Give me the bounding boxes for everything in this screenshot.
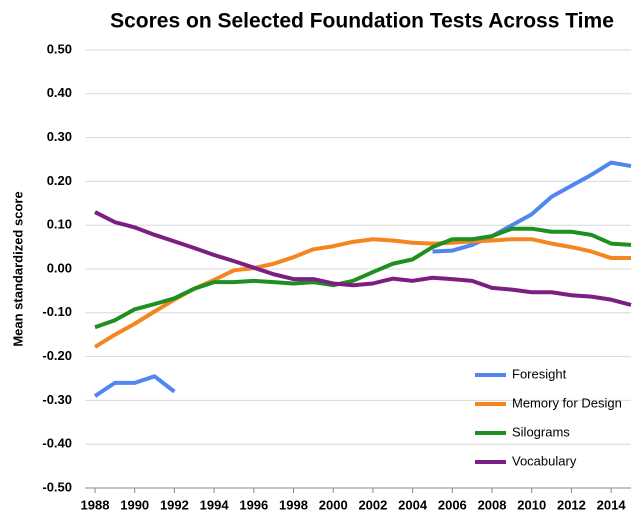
x-tick-label: 2014 [597, 497, 627, 512]
x-tick-label: 2006 [438, 497, 467, 512]
x-tick-label: 2010 [517, 497, 546, 512]
x-tick-label: 2000 [319, 497, 348, 512]
legend-label: Foresight [512, 366, 567, 381]
y-tick-label: -0.30 [42, 392, 72, 407]
legend-label: Memory for Design [512, 395, 622, 410]
legend-label: Silograms [512, 424, 570, 439]
x-tick-label: 2002 [358, 497, 387, 512]
y-tick-label: 0.10 [47, 217, 72, 232]
y-tick-label: -0.20 [42, 348, 72, 363]
y-tick-label: 0.40 [47, 85, 72, 100]
series-line [94, 210, 632, 307]
y-axis-label: Mean standardized score [10, 191, 25, 346]
y-tick-label: -0.50 [42, 479, 72, 494]
y-tick-label: 0.30 [47, 129, 72, 144]
x-tick-label: 1990 [120, 497, 149, 512]
x-tick-label: 1996 [239, 497, 268, 512]
y-tick-label: -0.10 [42, 304, 72, 319]
chart-title: Scores on Selected Foundation Tests Acro… [110, 10, 614, 33]
y-tick-label: 0.00 [47, 260, 72, 275]
series-line [94, 226, 632, 330]
x-tick-label: 2012 [557, 497, 586, 512]
x-tick-label: 1988 [81, 497, 110, 512]
x-tick-label: 1994 [200, 497, 230, 512]
x-tick-label: 1998 [279, 497, 308, 512]
x-tick-label: 2004 [398, 497, 428, 512]
y-tick-label: -0.40 [42, 436, 72, 451]
y-tick-label: 0.50 [47, 41, 72, 56]
x-tick-label: 1992 [160, 497, 189, 512]
y-tick-label: 0.20 [47, 173, 72, 188]
x-tick-label: 2008 [478, 497, 507, 512]
legend-label: Vocabulary [512, 453, 577, 468]
series-line [93, 160, 632, 398]
